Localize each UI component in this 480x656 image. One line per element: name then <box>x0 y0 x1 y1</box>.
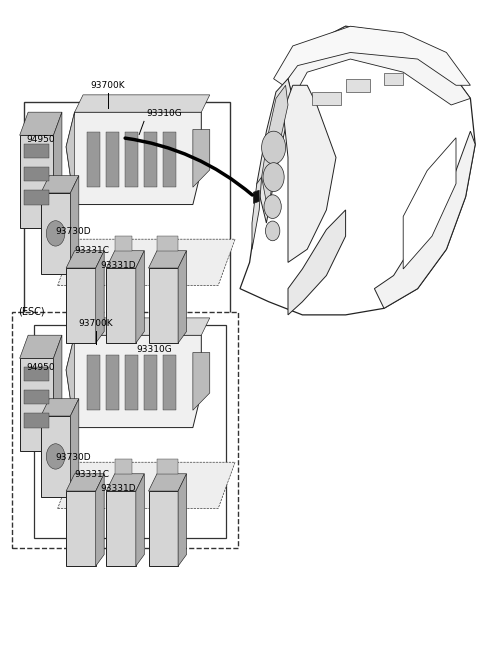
Polygon shape <box>24 144 49 158</box>
Polygon shape <box>115 236 132 251</box>
Polygon shape <box>148 268 178 343</box>
Polygon shape <box>96 251 104 343</box>
Polygon shape <box>136 474 144 566</box>
Polygon shape <box>41 176 79 193</box>
Polygon shape <box>253 190 259 203</box>
Circle shape <box>262 131 286 164</box>
Polygon shape <box>96 474 104 566</box>
Polygon shape <box>106 474 144 491</box>
Polygon shape <box>374 131 475 308</box>
Text: 93730D: 93730D <box>55 453 91 462</box>
Polygon shape <box>178 474 187 566</box>
Polygon shape <box>41 193 71 274</box>
Polygon shape <box>274 26 470 85</box>
Polygon shape <box>74 318 210 335</box>
Polygon shape <box>87 356 100 410</box>
Polygon shape <box>115 459 132 474</box>
Polygon shape <box>87 133 100 187</box>
Polygon shape <box>58 462 235 508</box>
Polygon shape <box>106 133 119 187</box>
Circle shape <box>46 220 65 246</box>
Polygon shape <box>193 352 210 410</box>
Polygon shape <box>66 335 201 428</box>
Text: 94950: 94950 <box>26 363 55 372</box>
Text: 93310G: 93310G <box>146 109 182 118</box>
Polygon shape <box>144 356 157 410</box>
Polygon shape <box>41 399 79 416</box>
Polygon shape <box>288 210 346 315</box>
Circle shape <box>46 443 65 469</box>
Polygon shape <box>106 251 144 268</box>
Bar <box>24 102 230 318</box>
Polygon shape <box>163 133 176 187</box>
Text: 93331D: 93331D <box>101 484 136 493</box>
Text: 93310G: 93310G <box>137 345 172 354</box>
Polygon shape <box>53 335 62 451</box>
Bar <box>12 312 238 548</box>
Polygon shape <box>58 239 235 285</box>
Polygon shape <box>66 474 104 491</box>
Polygon shape <box>283 85 336 262</box>
Circle shape <box>265 221 280 241</box>
Text: 93331C: 93331C <box>74 470 109 479</box>
Polygon shape <box>20 335 62 358</box>
Polygon shape <box>20 358 53 451</box>
Text: 93730D: 93730D <box>55 227 91 236</box>
Polygon shape <box>24 190 49 205</box>
Text: 93700K: 93700K <box>79 319 113 328</box>
Polygon shape <box>148 474 187 491</box>
Polygon shape <box>106 356 119 410</box>
Circle shape <box>264 195 281 218</box>
Polygon shape <box>24 390 49 405</box>
Polygon shape <box>53 112 62 228</box>
Polygon shape <box>157 236 178 251</box>
Polygon shape <box>125 133 138 187</box>
Polygon shape <box>24 167 49 182</box>
Polygon shape <box>74 95 210 112</box>
Polygon shape <box>144 133 157 187</box>
Bar <box>384 73 403 85</box>
Polygon shape <box>240 26 475 315</box>
Polygon shape <box>66 112 201 205</box>
Polygon shape <box>41 416 71 497</box>
Polygon shape <box>262 85 288 210</box>
Polygon shape <box>125 356 138 410</box>
Polygon shape <box>106 268 136 343</box>
Polygon shape <box>148 491 178 566</box>
Polygon shape <box>66 491 96 566</box>
Polygon shape <box>288 26 470 105</box>
Polygon shape <box>66 112 74 205</box>
Polygon shape <box>20 112 62 135</box>
Polygon shape <box>193 129 210 187</box>
Polygon shape <box>148 251 187 268</box>
Polygon shape <box>252 177 262 249</box>
Text: 94950: 94950 <box>26 134 55 144</box>
Polygon shape <box>403 138 456 269</box>
Text: 93700K: 93700K <box>91 81 125 90</box>
Bar <box>34 325 226 538</box>
Text: (ESC): (ESC) <box>18 306 45 316</box>
Polygon shape <box>136 251 144 343</box>
Circle shape <box>263 163 284 192</box>
Bar <box>346 79 370 92</box>
Polygon shape <box>71 176 79 274</box>
Polygon shape <box>106 491 136 566</box>
Polygon shape <box>24 413 49 428</box>
Bar <box>312 92 341 105</box>
Polygon shape <box>24 367 49 381</box>
Polygon shape <box>66 268 96 343</box>
Text: 93331C: 93331C <box>74 245 109 255</box>
Text: 93331D: 93331D <box>101 261 136 270</box>
Polygon shape <box>257 79 293 223</box>
Polygon shape <box>66 251 104 268</box>
Polygon shape <box>71 399 79 497</box>
Polygon shape <box>20 135 53 228</box>
Polygon shape <box>178 251 187 343</box>
Polygon shape <box>157 459 178 474</box>
Polygon shape <box>163 356 176 410</box>
Polygon shape <box>66 335 74 428</box>
